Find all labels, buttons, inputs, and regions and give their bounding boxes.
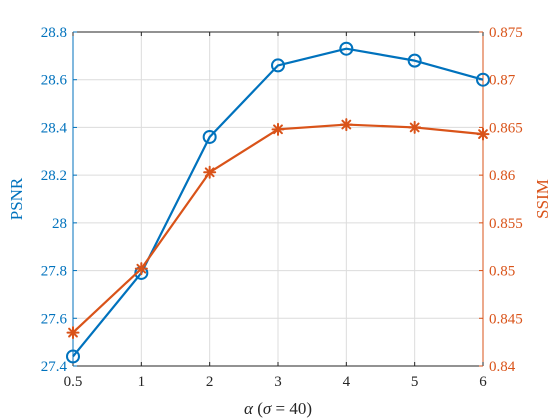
asterisk-stroke [409,122,420,133]
x-axis-label-open: ( [253,399,263,418]
ssim-point [66,326,80,340]
psnr-point [407,53,422,68]
psnr-point [476,72,490,87]
x-tick-label: 2 [206,374,214,390]
y-right-tick-label: 0.865 [489,120,523,136]
ssim-point [271,122,285,136]
psnr-point [271,58,285,73]
y-left-tick-label: 27.8 [41,264,67,280]
y-left-tick-label: 28.8 [41,25,67,41]
y-axis-left-label: PSNR [7,177,26,220]
tick-labels: 0.5 1 2 3 4 5 6 27.4 27.6 27.8 28 28.2 28.4 28.6 28.8 0… [41,25,523,390]
y-left-tick-label: 28.6 [41,73,68,89]
ssim-point [408,120,422,134]
asterisk-stroke [204,167,215,178]
x-axis-label: α (σ = 40) [244,399,312,418]
y-left-tick-label: 27.6 [41,311,68,327]
psnr-point [202,129,217,144]
y-left-tick-label: 28 [52,216,67,232]
ssim-point [203,165,217,179]
series [66,41,490,364]
x-tick-label: 0.5 [64,374,83,390]
y-left-tick-label: 27.4 [41,359,68,375]
y-right-tick-label: 0.87 [489,73,516,89]
psnr-point [66,349,80,364]
x-tick-label: 5 [411,374,419,390]
x-tick-label: 3 [274,374,282,390]
asterisk-stroke [341,119,352,130]
x-tick-label: 4 [343,374,351,390]
y-right-tick-label: 0.86 [489,168,516,184]
ssim-point [134,262,148,276]
x-axis-label-rest: = 40) [271,399,312,418]
axes [72,31,484,367]
y-left-tick-label: 28.2 [41,168,67,184]
y-left-tick-label: 28.4 [41,120,68,136]
y-right-tick-label: 0.875 [489,25,523,41]
y-axis-right-label: SSIM [533,179,552,219]
asterisk-stroke [478,129,488,139]
x-axis-label-alpha: α [244,399,254,418]
asterisk-stroke [136,263,147,274]
ssim-point [339,118,353,132]
y-right-tick-label: 0.855 [489,216,523,232]
grid [73,32,483,366]
x-tick-label: 1 [138,374,146,390]
x-axis-label-sigma: σ [263,399,272,418]
ssim-point [476,127,490,141]
y-right-tick-label: 0.845 [489,311,523,327]
y-right-tick-label: 0.84 [489,359,516,375]
asterisk-stroke [273,124,283,135]
asterisk-stroke [68,327,78,338]
y-right-tick-label: 0.85 [489,264,515,280]
x-tick-label: 6 [479,374,487,390]
psnr-point [339,41,354,56]
